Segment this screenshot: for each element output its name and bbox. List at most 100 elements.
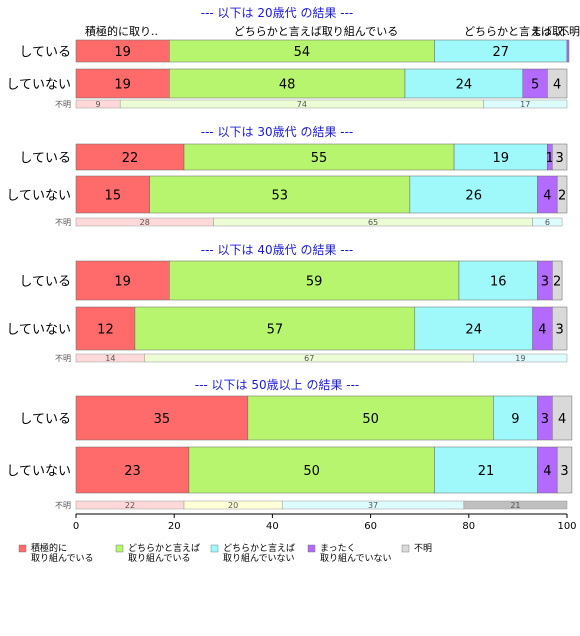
bar-segment bbox=[453, 143, 548, 171]
header-label: まっ.. bbox=[531, 25, 560, 38]
data-label: 57 bbox=[267, 323, 284, 338]
unknown-data-label: 17 bbox=[520, 100, 530, 109]
data-label: 24 bbox=[456, 78, 473, 93]
legend-label: どちらかと言えば bbox=[128, 542, 200, 554]
row-label: している bbox=[19, 151, 71, 166]
bar-segment bbox=[552, 260, 563, 301]
legend-swatch bbox=[18, 544, 27, 553]
x-tick-label: 40 bbox=[266, 521, 279, 532]
data-label: 15 bbox=[105, 189, 122, 204]
legend-swatch bbox=[210, 544, 219, 553]
unknown-row-label: 不明 bbox=[55, 501, 71, 510]
data-label: 4 bbox=[558, 412, 566, 427]
row-label: していない bbox=[6, 78, 71, 93]
data-label: 2 bbox=[558, 189, 566, 204]
bar-segment bbox=[75, 68, 170, 99]
data-label: 1 bbox=[546, 151, 554, 166]
data-label: 53 bbox=[271, 189, 288, 204]
bar-segment bbox=[188, 446, 435, 494]
data-label: 3 bbox=[560, 464, 568, 479]
bar-segment bbox=[434, 446, 538, 494]
data-label: 23 bbox=[124, 464, 141, 479]
bar-segment bbox=[552, 306, 568, 351]
legend-swatch bbox=[115, 544, 124, 553]
unknown-data-label: 37 bbox=[368, 501, 378, 510]
data-label: 54 bbox=[294, 45, 311, 60]
data-label: 59 bbox=[306, 275, 323, 290]
data-label: 3 bbox=[555, 323, 563, 338]
header-label: どちらかと言えば取.. bbox=[464, 25, 570, 38]
data-label: 21 bbox=[478, 464, 495, 479]
row-label: している bbox=[19, 45, 71, 60]
data-label: 35 bbox=[154, 412, 171, 427]
bar-segment bbox=[414, 306, 533, 351]
data-label: 4 bbox=[543, 189, 551, 204]
data-label: 4 bbox=[538, 323, 546, 338]
unknown-data-label: 9 bbox=[96, 100, 101, 109]
unknown-data-label: 22 bbox=[125, 501, 135, 510]
data-label: 2 bbox=[553, 275, 561, 290]
unknown-data-label: 14 bbox=[105, 354, 115, 363]
data-label: 50 bbox=[303, 464, 320, 479]
panel-title: --- 以下は 40歳代 の結果 --- bbox=[201, 243, 354, 257]
bar-segment bbox=[149, 175, 411, 214]
unknown-data-label: 28 bbox=[140, 218, 150, 227]
bar-segment bbox=[75, 306, 136, 351]
unknown-segment bbox=[463, 500, 568, 510]
unknown-segment bbox=[473, 353, 568, 363]
unknown-data-label: 65 bbox=[368, 218, 378, 227]
data-label: 5 bbox=[531, 78, 539, 93]
unknown-data-label: 74 bbox=[297, 100, 307, 109]
panel-title: --- 以下は 50歳以上 の結果 --- bbox=[195, 378, 360, 392]
data-label: 24 bbox=[465, 323, 482, 338]
bar-segment bbox=[183, 143, 455, 171]
bar-segment bbox=[75, 260, 170, 301]
data-label: 19 bbox=[492, 151, 509, 166]
bar-segment bbox=[552, 395, 573, 441]
legend-label: 取り組んでいない bbox=[223, 552, 295, 564]
row-label: していない bbox=[6, 323, 71, 338]
data-label: 12 bbox=[97, 323, 114, 338]
row-label: していない bbox=[6, 189, 71, 204]
data-label: 26 bbox=[465, 189, 482, 204]
x-tick-label: 60 bbox=[364, 521, 377, 532]
data-label: 19 bbox=[114, 275, 131, 290]
bar-segment bbox=[134, 306, 416, 351]
bar-segment bbox=[409, 175, 538, 214]
data-label: 48 bbox=[279, 78, 296, 93]
data-label: 4 bbox=[553, 78, 561, 93]
x-tick-label: 20 bbox=[168, 521, 181, 532]
unknown-data-label: 21 bbox=[510, 501, 520, 510]
unknown-segment bbox=[532, 217, 563, 227]
x-tick-label: 100 bbox=[557, 521, 576, 532]
legend-label: 取り組んでいる bbox=[31, 552, 94, 564]
header-label: 不明 bbox=[558, 25, 580, 38]
unknown-row-label: 不明 bbox=[55, 100, 71, 109]
data-label: 22 bbox=[122, 151, 139, 166]
bar-segment bbox=[169, 68, 406, 99]
bar-segment bbox=[75, 175, 150, 214]
bar-segment bbox=[556, 175, 568, 214]
data-label: 3 bbox=[541, 275, 549, 290]
unknown-row-label: 不明 bbox=[55, 354, 71, 363]
header-label: どちらかと言えば取り組んでいる bbox=[234, 25, 398, 38]
data-label: 3 bbox=[541, 412, 549, 427]
legend-label: どちらかと言えば bbox=[223, 542, 295, 554]
data-label: 27 bbox=[492, 45, 509, 60]
data-label: 50 bbox=[362, 412, 379, 427]
legend-label: 積極的に bbox=[31, 542, 67, 554]
bar-segment bbox=[247, 395, 494, 441]
legend-label: 不明 bbox=[414, 543, 432, 554]
data-label: 19 bbox=[114, 78, 131, 93]
unknown-segment bbox=[483, 99, 568, 109]
unknown-data-label: 67 bbox=[304, 354, 314, 363]
data-label: 16 bbox=[490, 275, 507, 290]
bar-segment bbox=[169, 260, 460, 301]
bar-segment bbox=[458, 260, 538, 301]
x-tick-label: 0 bbox=[73, 521, 79, 532]
unknown-row-label: 不明 bbox=[55, 218, 71, 227]
panel-title: --- 以下は 30歳代 の結果 --- bbox=[201, 125, 354, 139]
bar-segment bbox=[556, 446, 573, 494]
legend-swatch bbox=[401, 544, 410, 553]
data-label: 19 bbox=[114, 45, 131, 60]
